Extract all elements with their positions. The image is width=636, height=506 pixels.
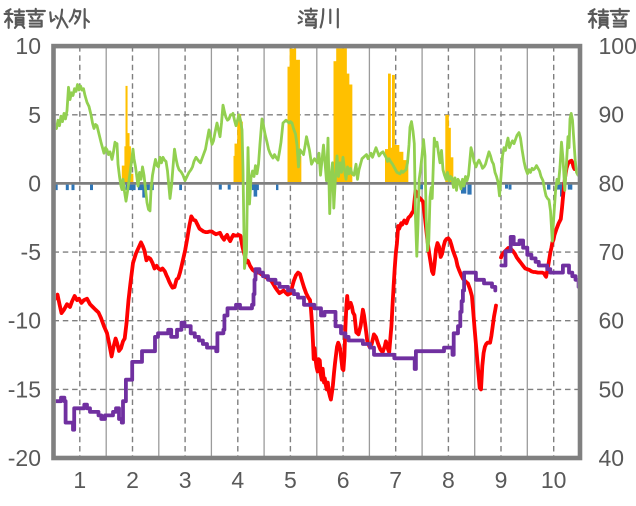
svg-text:-10: -10 <box>8 308 41 334</box>
svg-text:4: 4 <box>231 467 244 493</box>
svg-text:-5: -5 <box>21 239 41 265</box>
svg-text:8: 8 <box>442 467 455 493</box>
svg-text:10: 10 <box>15 33 41 59</box>
svg-text:9: 9 <box>495 467 508 493</box>
svg-text:6: 6 <box>337 467 350 493</box>
svg-text:2: 2 <box>126 467 139 493</box>
svg-text:70: 70 <box>599 239 625 265</box>
svg-text:5: 5 <box>284 467 297 493</box>
svg-text:5: 5 <box>28 102 41 128</box>
svg-text:100: 100 <box>599 33 636 59</box>
svg-text:90: 90 <box>599 102 625 128</box>
svg-text:-20: -20 <box>8 445 41 471</box>
svg-text:1: 1 <box>73 467 86 493</box>
svg-text:40: 40 <box>599 445 625 471</box>
svg-text:10: 10 <box>541 467 567 493</box>
svg-text:50: 50 <box>599 376 625 402</box>
svg-text:60: 60 <box>599 308 625 334</box>
svg-text:3: 3 <box>179 467 192 493</box>
svg-text:7: 7 <box>389 467 402 493</box>
svg-text:80: 80 <box>599 170 625 196</box>
svg-text:-15: -15 <box>8 376 41 402</box>
svg-text:0: 0 <box>28 170 41 196</box>
